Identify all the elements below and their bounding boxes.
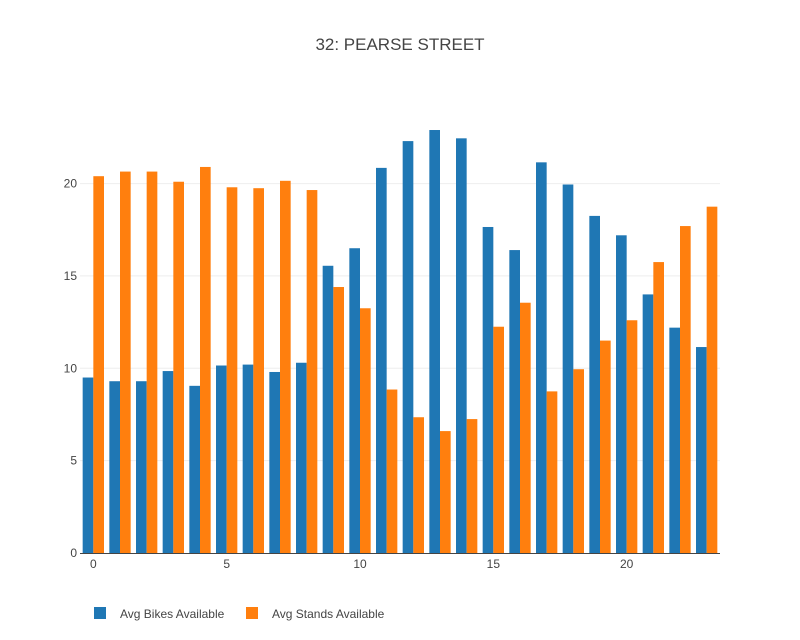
bar-bikes-12 <box>402 141 414 554</box>
y-tick-label: 20 <box>64 177 78 191</box>
y-tick-label: 15 <box>64 269 78 283</box>
bar-stands-6 <box>253 188 264 553</box>
bar-stands-11 <box>386 389 398 553</box>
legend-label: Avg Stands Available <box>272 607 385 621</box>
x-tick-label: 0 <box>90 557 97 571</box>
bar-bikes-17 <box>536 162 547 553</box>
bar-stands-23 <box>706 206 718 553</box>
y-tick-label: 5 <box>70 454 77 468</box>
bar-stands-12 <box>413 417 424 553</box>
bar-stands-19 <box>600 340 611 553</box>
bar-stands-5 <box>226 187 238 554</box>
bar-stands-20 <box>626 320 638 553</box>
bar-stands-2 <box>146 171 158 553</box>
bar-bikes-13 <box>429 130 440 553</box>
gridlines <box>80 183 720 462</box>
bars <box>82 130 718 554</box>
bar-stands-7 <box>280 180 291 553</box>
bar-bikes-6 <box>242 364 254 553</box>
bar-stands-22 <box>680 226 691 553</box>
chart-title: 32: PEARSE STREET <box>315 35 484 54</box>
bar-bikes-8 <box>296 362 307 553</box>
bar-bikes-16 <box>509 250 520 553</box>
bar-bikes-4 <box>189 385 200 553</box>
bar-bikes-22 <box>669 327 680 553</box>
bar-bikes-0 <box>82 377 94 553</box>
bar-bikes-5 <box>216 365 227 553</box>
bar-stands-14 <box>466 419 478 553</box>
bar-bikes-23 <box>696 347 707 553</box>
bar-bikes-14 <box>456 138 467 553</box>
bar-bikes-10 <box>349 248 360 553</box>
legend-swatch <box>94 607 106 619</box>
bar-stands-13 <box>440 431 451 553</box>
legend: Avg Bikes Available Avg Stands Available <box>94 607 385 621</box>
y-tick-label: 0 <box>70 546 77 560</box>
x-tick-labels: 0 5 10 15 20 <box>90 557 634 571</box>
x-tick-label: 15 <box>487 557 501 571</box>
bar-stands-0 <box>93 176 104 554</box>
bar-bikes-21 <box>642 294 654 553</box>
x-tick-label: 5 <box>223 557 230 571</box>
bar-bikes-20 <box>616 235 627 553</box>
bar-bikes-19 <box>589 215 600 553</box>
bar-stands-4 <box>200 166 211 554</box>
x-tick-label: 10 <box>353 557 367 571</box>
bar-bikes-3 <box>162 371 174 553</box>
y-tick-labels: 0 5 10 15 20 <box>64 177 78 560</box>
bar-stands-17 <box>546 391 558 553</box>
bar-bikes-18 <box>562 184 574 553</box>
bar-stands-21 <box>653 262 664 553</box>
bar-bikes-9 <box>322 265 334 553</box>
bar-stands-10 <box>360 308 371 553</box>
legend-label: Avg Bikes Available <box>120 607 225 621</box>
bar-bikes-1 <box>109 381 120 553</box>
bar-stands-18 <box>573 369 584 553</box>
bar-stands-16 <box>520 302 531 553</box>
bar-stands-8 <box>306 190 318 553</box>
bar-stands-15 <box>493 326 504 553</box>
bar-bikes-15 <box>482 226 494 553</box>
bar-stands-3 <box>173 181 184 554</box>
legend-swatch <box>246 607 258 619</box>
bar-bikes-7 <box>269 371 280 553</box>
bar-bikes-2 <box>136 381 147 553</box>
bar-stands-9 <box>333 287 344 553</box>
bar-bikes-11 <box>376 167 387 553</box>
x-tick-label: 20 <box>620 557 634 571</box>
bar-stands-1 <box>120 171 131 553</box>
y-tick-label: 10 <box>64 361 78 375</box>
